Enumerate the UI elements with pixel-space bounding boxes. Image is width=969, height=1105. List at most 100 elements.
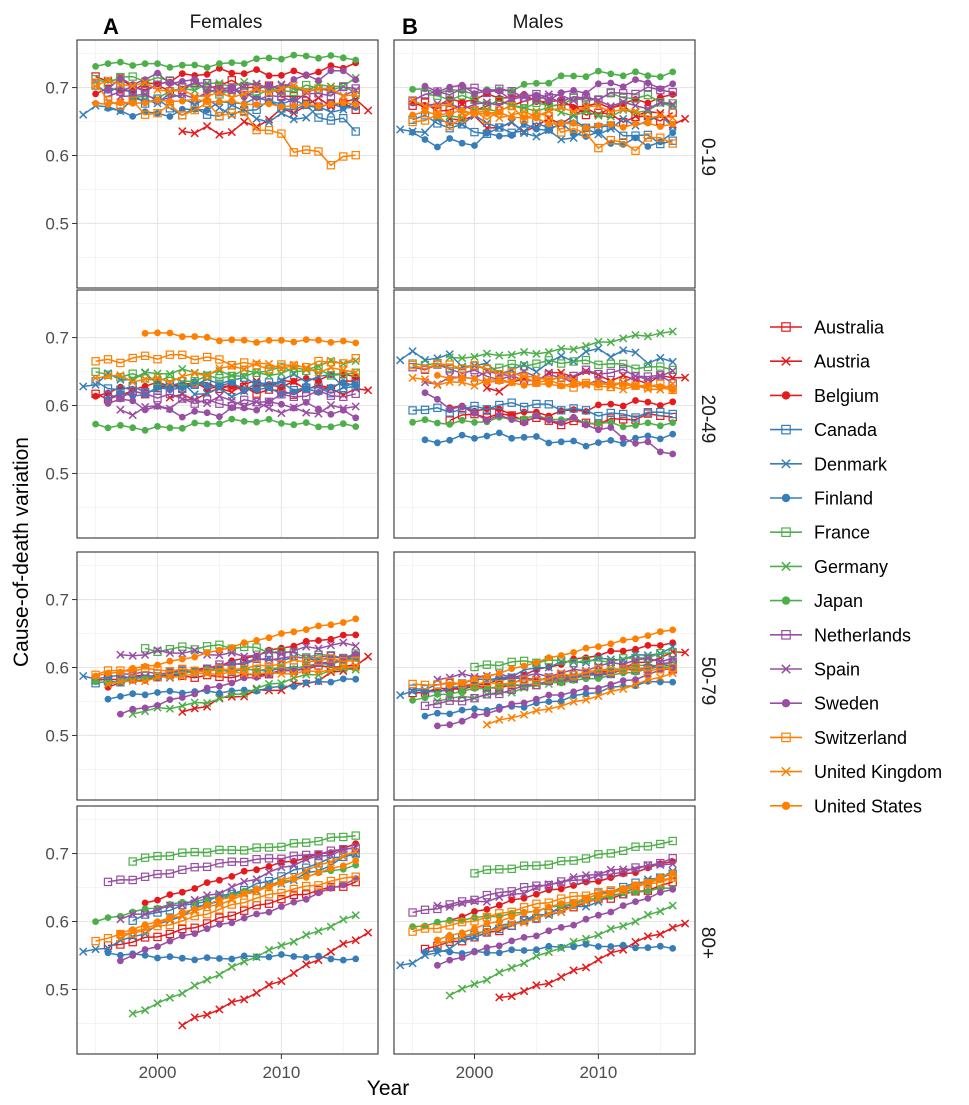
data-point-spain-19 <box>656 98 665 107</box>
data-point-netherlands-20 <box>656 858 665 868</box>
data-point-netherlands-3 <box>445 90 454 99</box>
data-point-united-states-10 <box>570 649 577 656</box>
data-point-united-kingdom-12 <box>252 670 261 679</box>
data-point-switzerland-21 <box>351 872 360 881</box>
data-point-sweden-16 <box>632 898 639 905</box>
data-point-netherlands-12 <box>556 97 566 107</box>
data-point-finland-14 <box>278 951 285 958</box>
data-point-finland-10 <box>228 687 236 695</box>
data-point-united-states-3 <box>471 375 478 382</box>
data-point-spain-17 <box>643 654 653 663</box>
data-point-united-states-18 <box>632 120 639 128</box>
data-point-denmark-11 <box>532 132 541 141</box>
data-point-sweden-18 <box>656 888 664 896</box>
data-point-switzerland-17 <box>302 881 311 891</box>
data-point-austria-3 <box>215 1005 224 1014</box>
data-point-germany-16 <box>326 922 336 931</box>
data-point-spain-15 <box>302 642 311 651</box>
data-point-denmark-0 <box>79 110 88 119</box>
series-canada <box>128 848 360 925</box>
data-point-netherlands-16 <box>606 88 616 97</box>
data-point-united-states-7 <box>178 655 186 663</box>
data-point-belgium-0 <box>92 90 99 98</box>
series-spain <box>433 859 677 912</box>
data-point-japan-9 <box>520 80 528 88</box>
panel-males-0-19 <box>393 39 696 289</box>
data-point-united-kingdom-10 <box>227 667 236 676</box>
data-point-united-states-19 <box>669 869 677 877</box>
data-point-finland-2 <box>446 436 454 444</box>
data-point-finland-10 <box>533 125 540 133</box>
panel-letter-a: A <box>103 14 119 39</box>
data-point-france-7 <box>495 363 504 373</box>
data-point-germany-0 <box>445 991 454 1000</box>
data-point-spain-17 <box>643 860 653 870</box>
data-point-canada-0 <box>408 406 417 415</box>
data-point-united-states-11 <box>570 898 577 906</box>
data-point-united-kingdom-1 <box>445 936 454 946</box>
data-point-finland-19 <box>339 104 347 112</box>
data-point-spain-6 <box>190 395 199 404</box>
data-point-united-states-3 <box>129 664 137 672</box>
data-point-switzerland-11 <box>544 111 554 120</box>
series-line-spain <box>120 846 356 920</box>
data-point-united-kingdom-4 <box>140 78 150 87</box>
data-point-united-kingdom-3 <box>128 81 137 90</box>
data-point-united-states-17 <box>327 865 335 872</box>
data-point-netherlands-0 <box>420 701 430 711</box>
data-point-austria-1 <box>507 992 516 1001</box>
data-point-canada-1 <box>420 405 430 415</box>
row-strip-50-79: 50-79 <box>697 657 718 706</box>
data-point-united-kingdom-0 <box>482 720 492 729</box>
data-point-belgium-10 <box>570 882 577 889</box>
data-point-united-kingdom-18 <box>326 666 336 675</box>
data-point-switzerland-2 <box>433 924 442 933</box>
data-point-germany-14 <box>619 334 628 343</box>
data-point-spain-15 <box>606 101 615 111</box>
data-point-finland-13 <box>570 129 577 137</box>
data-point-finland-1 <box>421 136 429 143</box>
series-line-switzerland <box>412 667 673 686</box>
data-point-sweden-11 <box>570 688 577 696</box>
data-point-belgium-8 <box>240 867 248 875</box>
data-point-canada-10 <box>532 399 541 409</box>
data-point-united-states-7 <box>533 659 540 666</box>
data-point-united-states-15 <box>632 635 639 643</box>
data-point-netherlands-12 <box>264 656 274 665</box>
data-point-netherlands-6 <box>178 394 187 403</box>
data-point-sweden-1 <box>117 74 124 82</box>
data-point-united-states-0 <box>409 111 416 119</box>
series-line-switzerland <box>412 363 674 391</box>
data-point-austria-0 <box>482 383 492 393</box>
data-point-sweden-15 <box>290 404 298 412</box>
data-point-spain-2 <box>140 650 150 660</box>
data-point-finland-19 <box>339 956 347 964</box>
data-point-finland-10 <box>545 942 553 950</box>
data-point-switzerland-16 <box>606 136 616 145</box>
data-point-finland-21 <box>669 129 677 137</box>
series-sweden <box>104 395 360 422</box>
data-point-netherlands-15 <box>594 871 603 880</box>
data-point-sweden-19 <box>656 85 664 93</box>
data-point-switzerland-14 <box>264 125 274 135</box>
data-point-united-states-5 <box>508 665 516 672</box>
data-point-france-13 <box>631 653 640 663</box>
data-point-united-states-21 <box>352 101 360 108</box>
data-point-sweden-15 <box>619 677 627 684</box>
data-point-legend-france-0 <box>781 527 791 537</box>
data-point-switzerland-6 <box>165 920 175 930</box>
data-point-netherlands-19 <box>339 82 348 92</box>
data-point-finland-14 <box>595 943 602 950</box>
panel-males-80-plus: 2000 2010 <box>393 805 696 1082</box>
data-point-switzerland-2 <box>433 359 442 369</box>
data-point-belgium-14 <box>265 72 273 80</box>
data-point-spain-18 <box>656 657 665 666</box>
data-point-netherlands-0 <box>103 390 113 400</box>
series-finland <box>421 429 677 450</box>
data-point-belgium-3 <box>178 888 186 896</box>
data-point-united-states-9 <box>253 339 260 346</box>
data-point-finland-19 <box>339 675 347 683</box>
data-point-spain-12 <box>581 870 591 880</box>
data-point-spain-0 <box>116 915 125 924</box>
data-point-sweden-1 <box>117 395 124 403</box>
